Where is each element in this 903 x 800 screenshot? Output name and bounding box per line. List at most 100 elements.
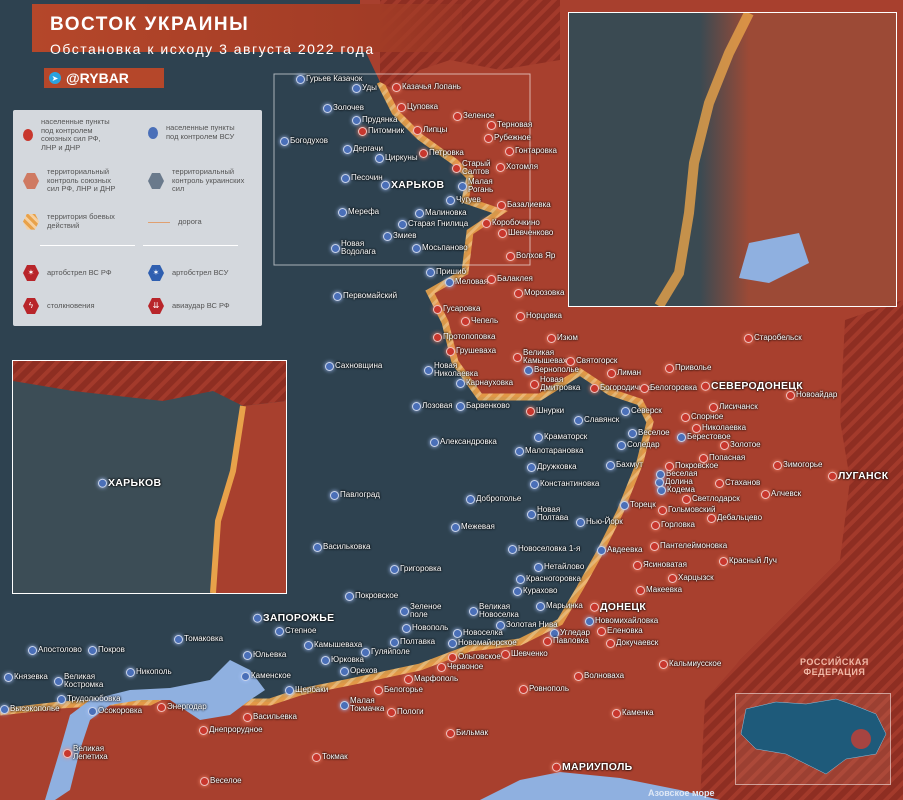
city-name: Золотая Нива <box>506 620 558 629</box>
city-label: ХАРЬКОВ <box>381 180 444 191</box>
city-label: Змиев <box>383 232 417 241</box>
red-pin-icon <box>552 763 561 772</box>
blue-pin-icon <box>323 104 332 113</box>
city-label: Малотарановка <box>515 447 583 456</box>
city-label: Великая Лепетиха <box>63 745 108 761</box>
city-name: Святогорск <box>576 356 618 365</box>
city-label: Изюм <box>547 334 578 343</box>
city-name: Лисичанск <box>719 402 758 411</box>
city-name: Кодема <box>667 485 695 494</box>
ukraine-outline <box>740 698 887 775</box>
red-pin-icon <box>590 603 599 612</box>
blue-pin-icon <box>57 695 66 704</box>
red-pin-icon <box>692 424 701 433</box>
blue-pin-icon <box>352 116 361 125</box>
red-pin-icon <box>659 660 668 669</box>
city-name: Алчевск <box>771 489 802 498</box>
blue-pin-icon <box>325 362 334 371</box>
city-label: Осокоровка <box>88 707 142 716</box>
red-pin-icon <box>566 357 575 366</box>
city-label: Камышеваха <box>304 641 362 650</box>
city-name: Мерефа <box>348 207 380 216</box>
city-name: Нетайлово <box>544 562 585 571</box>
city-label: Коробочкино <box>482 219 540 228</box>
city-name: Малиновка <box>425 208 467 217</box>
city-label: Богородичное <box>590 384 652 393</box>
city-label: Степное <box>275 627 316 636</box>
city-name: Кальмиусское <box>669 659 722 668</box>
city-name: СЕВЕРОДОНЕЦК <box>711 379 803 392</box>
city-name: Бильмак <box>456 728 489 737</box>
city-name: Циркуны <box>385 153 418 162</box>
city-name: Орехов <box>350 666 378 675</box>
blue-pin-icon <box>657 486 666 495</box>
city-name: Никополь <box>136 667 172 676</box>
city-label: Григоровка <box>390 565 441 574</box>
red-pin-icon <box>744 334 753 343</box>
city-label: Высокополье <box>0 705 60 714</box>
blue-pin-icon <box>243 651 252 660</box>
city-name: Великая Новоселка <box>479 602 519 619</box>
red-pin-icon <box>514 289 523 298</box>
blue-hexagon-icon <box>148 172 164 189</box>
city-label: Князевка <box>4 673 48 682</box>
city-label: Юрковка <box>321 655 364 665</box>
city-label: Богодухов <box>280 136 328 146</box>
city-name: Грушеваха <box>456 346 497 355</box>
city-name: Меловая <box>455 277 489 286</box>
city-name: Марьинка <box>546 601 583 610</box>
blue-pin-icon <box>54 677 63 686</box>
city-label: Соледар <box>617 440 660 450</box>
city-label: Павлоград <box>330 491 380 500</box>
city-name: Авдеевка <box>607 545 643 554</box>
city-label: Красный Луч <box>719 556 777 566</box>
city-label: Ясиноватая <box>633 561 687 570</box>
city-name: Бахмут <box>616 460 643 469</box>
city-name: ЛУГАНСК <box>838 469 889 482</box>
city-label: Сахновщина <box>325 362 382 371</box>
city-label: Горловка <box>651 521 695 530</box>
city-name: Липцы <box>423 125 448 134</box>
city-label: Малая Токмачка <box>340 697 384 713</box>
red-pin-icon <box>312 753 321 762</box>
red-pin-icon <box>497 201 506 210</box>
red-pin-icon <box>433 333 442 342</box>
city-label: Энергодар <box>157 703 207 712</box>
brand-badge[interactable]: ➤ @RYBAR <box>44 68 164 88</box>
city-name: Питомник <box>368 126 405 135</box>
red-pin-icon <box>482 219 491 228</box>
city-name: Соледар <box>627 440 660 449</box>
city-name: Доброполье <box>476 494 522 503</box>
blue-pin-icon <box>340 667 349 676</box>
red-pin-icon <box>157 703 166 712</box>
city-name: Прудянка <box>362 115 398 124</box>
city-name: Томаковка <box>184 634 224 643</box>
city-label: Великая Новоселка <box>469 602 519 619</box>
city-label: Лиман <box>607 369 641 378</box>
city-label: Константиновка <box>530 480 599 489</box>
city-label: Николаевка <box>692 424 746 433</box>
city-name: Юрковка <box>331 655 364 664</box>
city-label: Павловка <box>543 637 589 646</box>
city-label: Новоселовка 1-я <box>508 545 580 554</box>
red-pin-icon <box>526 407 535 416</box>
city-name: Северск <box>631 406 662 415</box>
city-label: Новая Николаевка <box>424 362 478 378</box>
red-pin-icon <box>513 353 522 362</box>
red-pin-icon <box>63 749 72 758</box>
city-name: Лозовая <box>422 401 453 410</box>
red-pin-icon <box>496 163 505 172</box>
city-name: Волхов Яр <box>516 251 556 260</box>
city-label: Гурьев Казачок <box>296 75 362 84</box>
city-name: Краматорск <box>544 432 588 441</box>
city-name: Богодухов <box>290 136 328 145</box>
city-label: СЕВЕРОДОНЕЦК <box>701 379 803 392</box>
city-label: Новомихайловка <box>585 616 659 626</box>
blue-pin-icon <box>516 575 525 584</box>
city-name: МАРИУПОЛЬ <box>562 760 633 773</box>
city-name: Красный Луч <box>729 556 777 565</box>
city-label: Базалиевка <box>497 201 551 210</box>
striped-hexagon-icon <box>23 213 39 230</box>
city-label: Марьинка <box>536 601 583 611</box>
city-name: Новомихайловка <box>595 616 659 625</box>
